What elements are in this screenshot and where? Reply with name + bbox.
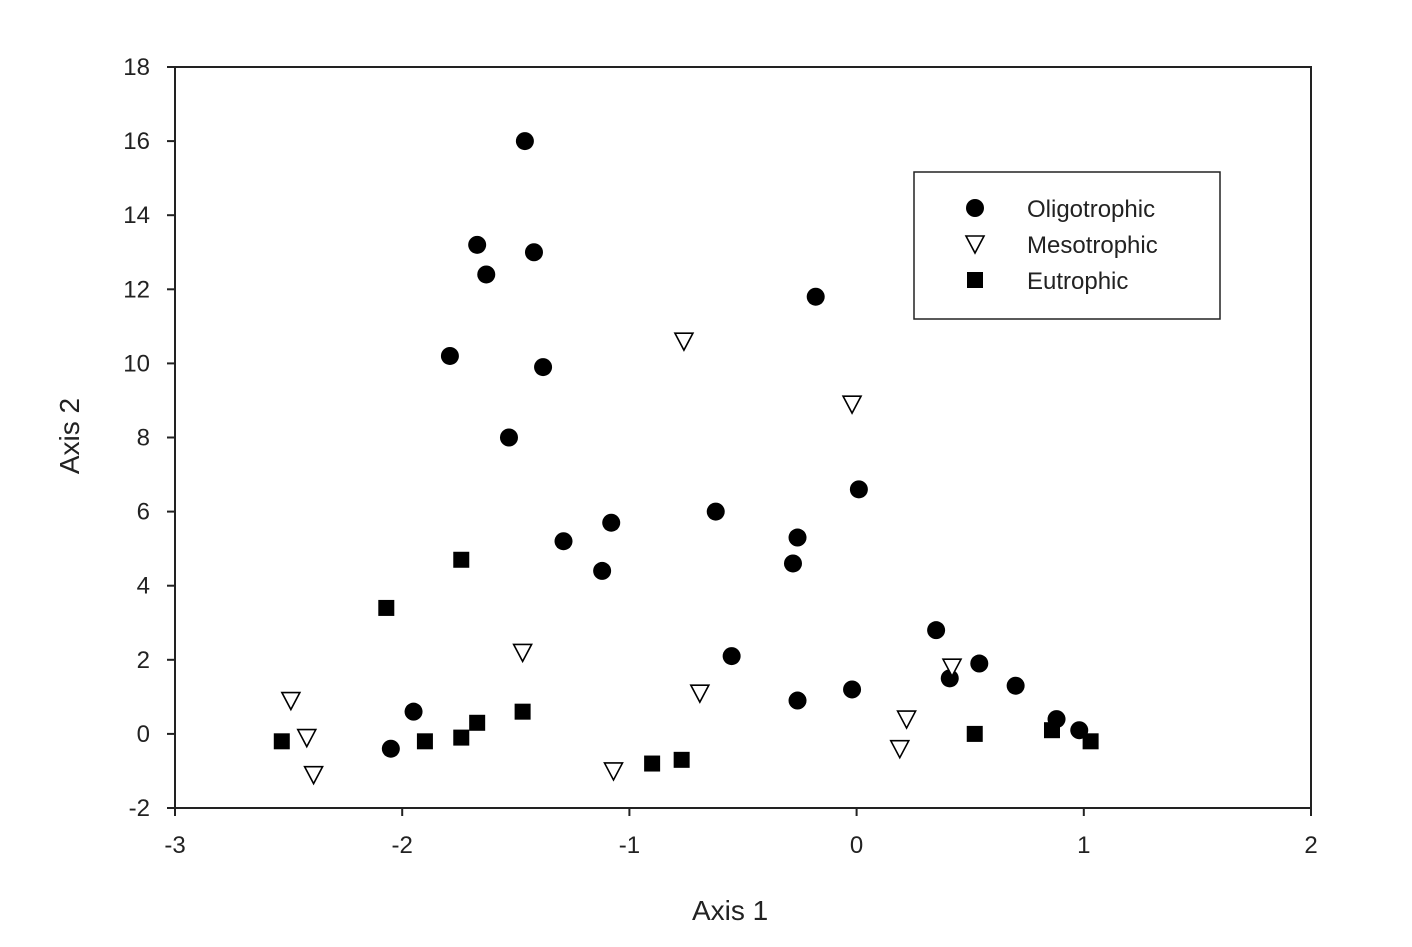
eutrophic-point [453,551,470,568]
oligotrophic-point [602,513,621,532]
mesotrophic-point [603,762,624,782]
oligotrophic-point [404,702,423,721]
oligotrophic-point [593,561,612,580]
eutrophic-point [273,733,290,750]
y-tick-label: 16 [123,128,150,155]
legend-marker-oligotrophic [966,199,984,217]
oligotrophic-point [706,502,725,521]
mesotrophic-point [280,691,302,712]
y-axis-ticks: -2 0 2 4 6 8 10 12 14 16 18 [123,54,175,822]
mesotrophic-point [896,710,917,730]
oligotrophic-point [843,680,862,699]
series-mesotrophic [280,332,963,786]
eutrophic-point [378,599,395,616]
eutrophic-point [966,725,983,742]
oligotrophic-point [477,265,496,284]
oligotrophic-point [515,132,534,151]
mesotrophic-point [303,765,324,786]
y-axis-label: Axis 2 [54,397,85,475]
x-axis-label: Axis 1 [692,895,769,926]
series-eutrophic [273,551,1099,772]
y-tick-label: 8 [137,425,150,452]
data-points [273,132,1099,786]
oligotrophic-point [788,691,807,710]
oligotrophic-point [927,621,946,640]
x-tick-label: 1 [1077,832,1090,859]
oligotrophic-point [554,532,573,551]
eutrophic-point [644,755,661,772]
oligotrophic-point [788,528,807,547]
y-tick-label: 6 [137,499,150,526]
mesotrophic-point [296,728,318,749]
oligotrophic-point [499,428,518,447]
mesotrophic-point [689,684,711,704]
y-tick-label: 18 [123,54,150,81]
mesotrophic-point [841,395,863,415]
legend-marker-eutrophic [967,272,983,288]
oligotrophic-point [381,739,400,758]
y-tick-label: 14 [123,202,150,229]
oligotrophic-point [534,358,553,377]
legend-label-mesotrophic: Mesotrophic [1027,232,1158,259]
oligotrophic-point [806,287,825,306]
y-tick-label: -2 [129,795,150,822]
oligotrophic-point [940,669,959,688]
x-tick-label: -3 [164,832,185,859]
oligotrophic-point [1006,676,1025,695]
y-tick-label: 12 [123,276,150,303]
mesotrophic-point [512,643,533,664]
oligotrophic-point [440,346,459,365]
y-tick-label: 4 [137,573,150,600]
mesotrophic-point [889,739,911,760]
legend-label-oligotrophic: Oligotrophic [1027,196,1155,223]
eutrophic-point [1043,722,1060,739]
oligotrophic-point [468,235,487,254]
eutrophic-point [416,733,433,750]
y-tick-label: 10 [123,350,150,377]
oligotrophic-point [970,654,989,673]
mesotrophic-point [673,332,695,352]
eutrophic-point [673,751,690,768]
oligotrophic-point [722,647,741,666]
x-tick-label: -1 [619,832,640,859]
oligotrophic-point [783,554,802,573]
x-tick-label: 0 [850,832,863,859]
y-tick-label: 2 [137,647,150,674]
legend-box [913,171,1221,320]
oligotrophic-point [524,243,543,262]
x-tick-label: -2 [392,832,413,859]
eutrophic-point [1082,733,1099,750]
eutrophic-point [469,714,486,731]
oligotrophic-point [849,480,868,499]
mesotrophic-point [941,658,963,678]
y-tick-label: 0 [137,721,150,748]
x-tick-label: 2 [1304,832,1317,859]
legend-label-eutrophic: Eutrophic [1027,268,1128,295]
legend-marker-mesotrophic [964,235,986,255]
eutrophic-point [453,729,470,746]
eutrophic-point [514,703,531,720]
x-axis-ticks: -3 -2 -1 0 1 2 [164,808,1318,859]
legend: Oligotrophic Mesotrophic Eutrophic [913,171,1221,320]
